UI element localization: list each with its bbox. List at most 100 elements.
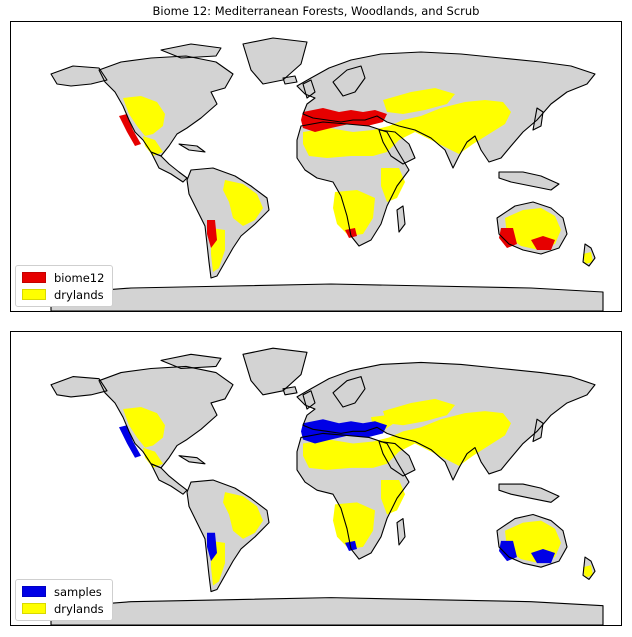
coastline-british-isles: [302, 390, 316, 410]
land-central-america: [151, 463, 187, 495]
coastline-australia: [496, 513, 568, 568]
region-california: [119, 425, 141, 458]
legend-swatch-samples: [22, 586, 46, 597]
legend-label-samples: samples: [54, 584, 102, 599]
legend-label-drylands: drylands: [54, 287, 104, 302]
legend-swatch-biome12: [22, 272, 46, 283]
dryland-north-america: [123, 407, 165, 448]
land-north-america: [99, 366, 233, 468]
coastline-cuba: [178, 143, 206, 153]
coastline-europe-asia: [296, 361, 596, 481]
dryland-central-asia: [383, 398, 455, 426]
region-sw-australia: [499, 228, 517, 248]
land-north-america: [99, 56, 233, 156]
world-map-top: [50, 37, 604, 311]
region-sw-australia: [499, 540, 517, 562]
coastline-iceland: [282, 75, 298, 85]
coastline-scandinavia: [332, 376, 366, 408]
coastline-iceland: [282, 386, 298, 396]
region-california: [119, 114, 141, 146]
region-mediterranean: [301, 108, 387, 132]
land-greenland: [243, 348, 307, 395]
coastline-scandinavia: [332, 65, 366, 97]
coastline-british-isles: [302, 79, 316, 99]
coastline-antarctica: [50, 597, 604, 625]
coastline-north-america: [98, 365, 234, 469]
region-chile: [207, 220, 217, 248]
legend-item-drylands: drylands: [22, 600, 104, 617]
coastline-south-america: [186, 479, 270, 593]
dryland-sahara-eurasia: [303, 100, 511, 158]
coastline-arctic-islands: [160, 43, 222, 59]
coastline-greenland: [242, 347, 308, 396]
legend-swatch-drylands: [22, 289, 46, 300]
world-map-bottom: [50, 347, 604, 625]
map-panel-samples: samples drylands: [10, 331, 622, 626]
coastline-north-america: [98, 55, 234, 157]
land-cuba: [179, 144, 205, 152]
dryland-east-africa: [381, 480, 405, 515]
legend-label-biome12: biome12: [54, 270, 105, 285]
region-cape: [345, 228, 357, 238]
coastline-antarctica: [50, 283, 604, 311]
region-cape: [345, 540, 357, 551]
coastline-central-america: [150, 151, 188, 183]
coastline-new-zealand: [582, 243, 596, 267]
coastline-arabia: [378, 129, 416, 165]
coastline-madagascar: [396, 205, 406, 233]
region-s-australia: [531, 236, 555, 250]
land-central-america: [151, 152, 187, 182]
legend-item-drylands: drylands: [22, 286, 104, 303]
land-antarctica: [51, 597, 603, 625]
land-cuba: [179, 455, 205, 464]
coastline-south-america: [186, 167, 270, 279]
legend-item-biome12: biome12: [22, 269, 104, 286]
coastline-alaska: [50, 376, 108, 398]
land-alaska: [51, 376, 107, 397]
legend-label-drylands: drylands: [54, 601, 104, 616]
coastline-africa: [296, 432, 410, 560]
land-antarctica: [51, 284, 603, 311]
region-mediterranean: [301, 419, 387, 444]
legend-swatch-drylands: [22, 603, 46, 614]
coastline-japan: [532, 107, 544, 131]
dryland-new-zealand: [583, 252, 593, 264]
coastline-arctic-islands: [160, 353, 222, 370]
land-madagascar: [397, 518, 405, 545]
coastline-australia: [496, 201, 568, 255]
dryland-southern-africa: [333, 190, 375, 236]
coastline-se-asia-islands: [498, 483, 560, 503]
legend-top: biome12 drylands: [15, 265, 114, 307]
land-se-asia-islands: [499, 484, 559, 503]
land-iceland: [283, 386, 297, 395]
dryland-north-america: [123, 96, 165, 136]
land-alaska: [51, 66, 107, 86]
dryland-south-america-east: [223, 492, 263, 539]
coastline-alaska: [50, 65, 108, 87]
legend-item-samples: samples: [22, 583, 104, 600]
coastline-madagascar: [396, 517, 406, 546]
dryland-sahara-eurasia: [303, 411, 511, 470]
coastline-greenland: [242, 37, 308, 85]
dryland-new-zealand: [583, 565, 593, 578]
figure-title: Biome 12: Mediterranean Forests, Woodlan…: [152, 4, 480, 18]
land-greenland: [243, 38, 307, 84]
land-madagascar: [397, 206, 405, 232]
coastline-africa: [296, 121, 410, 247]
land-iceland: [283, 76, 297, 84]
coastline-arabia: [378, 440, 416, 477]
legend-bottom: samples drylands: [15, 579, 113, 621]
dryland-southern-africa: [333, 502, 375, 549]
coastline-new-zealand: [582, 556, 596, 580]
coastline-europe-asia: [296, 51, 596, 169]
dryland-central-asia: [383, 88, 455, 114]
coastline-cuba: [178, 455, 206, 465]
dryland-south-america-east: [223, 180, 263, 226]
coastline-central-america: [150, 463, 188, 495]
dryland-mexico: [143, 136, 163, 156]
coastline-se-asia-islands: [498, 171, 560, 191]
land-se-asia-islands: [499, 172, 559, 190]
map-panel-biome12: biome12 drylands: [10, 21, 622, 312]
dryland-mexico: [143, 447, 163, 468]
region-s-australia: [531, 548, 555, 564]
